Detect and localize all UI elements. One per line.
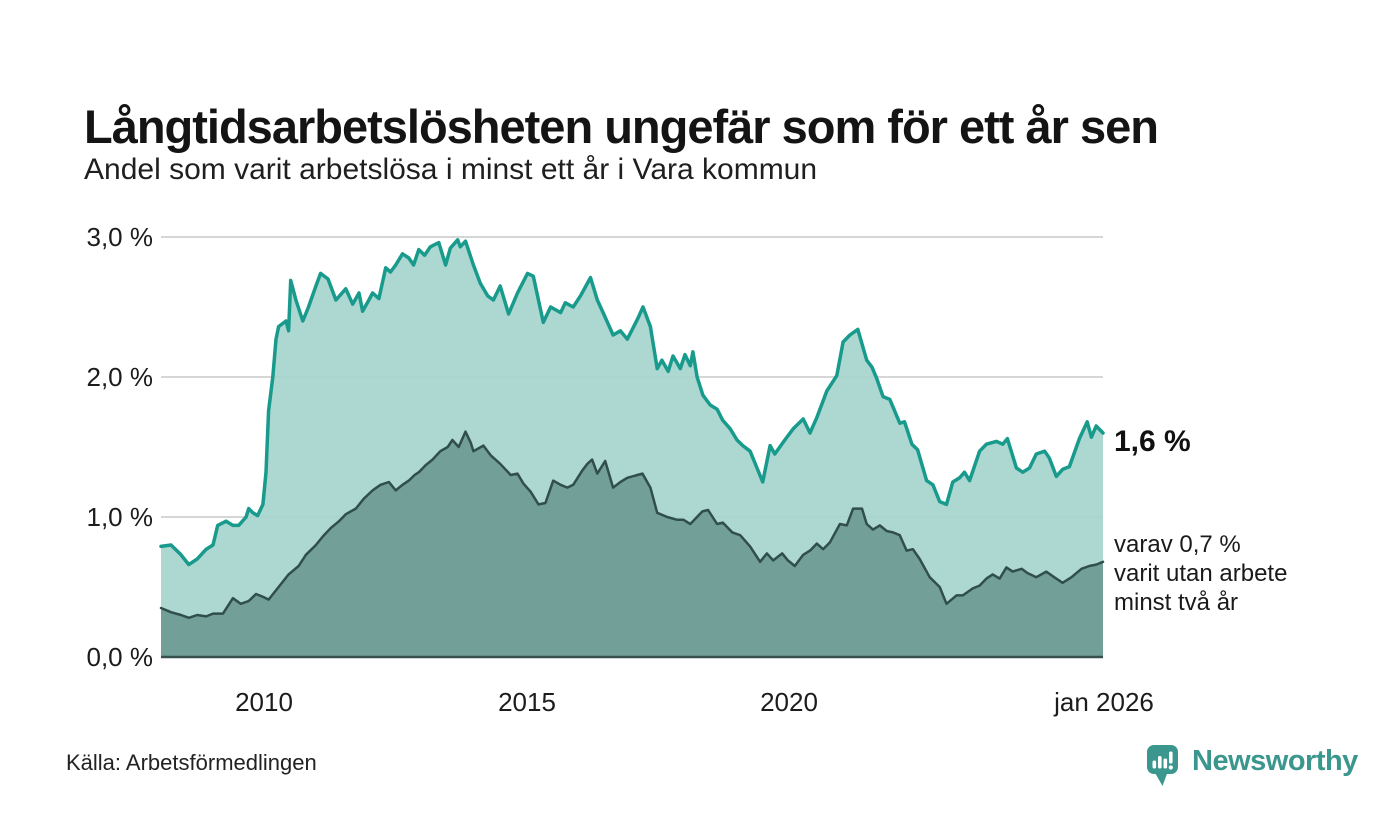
secondary-annotation: varav 0,7 % varit utan arbete minst två … [1114,530,1287,617]
y-tick-label-0: 0,0 % [86,642,154,672]
series-two-year-area [161,431,1103,657]
page-title: Långtidsarbetslösheten ungefär som för e… [84,100,1159,154]
y-tick-label-2: 2,0 % [86,362,154,392]
newsworthy-wordmark: Newsworthy [1192,745,1358,777]
page-subtitle: Andel som varit arbetslösa i minst ett å… [84,153,818,186]
newsworthy-logo: Newsworthy [1146,744,1358,790]
secondary-annotation-line3: minst två år [1114,589,1239,616]
x-tick-label-2010: 2010 [235,687,293,717]
latest-value-label: 1,6 % [1114,425,1191,458]
y-tick-label-1: 1,0 % [86,502,154,532]
series-one-year-line [159,238,1105,567]
secondary-annotation-line2: varit utan arbete [1114,560,1288,587]
x-tick-label-jan-2026: jan 2026 [1054,687,1154,717]
newsworthy-bubble-icon [1147,745,1178,786]
x-tick-label-2020: 2020 [760,687,818,717]
secondary-annotation-line1: varav 0,7 % [1114,531,1241,558]
y-tick-label-3: 3,0 % [86,222,154,252]
source-note: Källa: Arbetsförmedlingen [66,750,317,775]
series-two-year-line [159,430,1105,620]
x-tick-label-2015: 2015 [498,687,556,717]
